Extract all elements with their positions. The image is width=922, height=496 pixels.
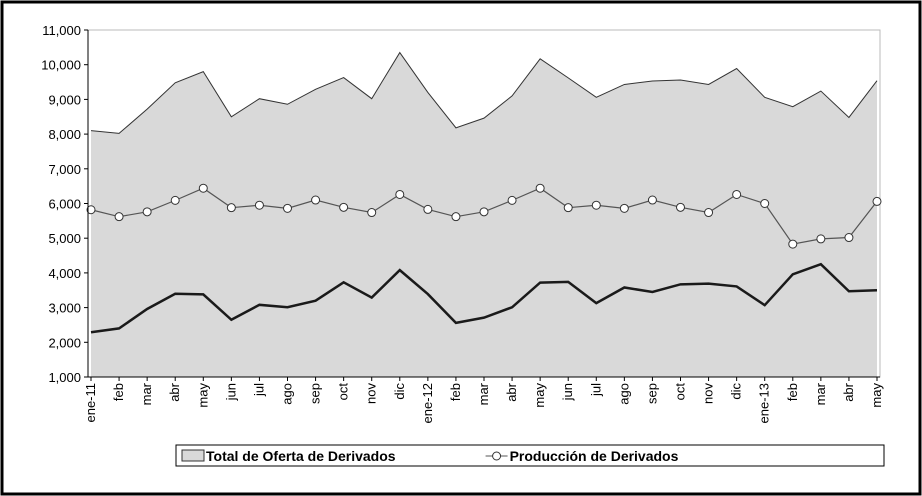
legend-label: Producción de Derivados: [510, 448, 679, 464]
point: [563, 203, 573, 213]
x-tick-label: nov: [364, 383, 379, 404]
x-tick-label: oct: [673, 383, 688, 401]
x-tick-label: may: [532, 383, 547, 408]
x-tick-label: ene-12: [420, 383, 435, 423]
point: [142, 207, 152, 217]
x-tick-label: jun: [223, 383, 238, 401]
x-tick-label: ene-13: [757, 383, 772, 423]
y-tick-label: 2,000: [48, 335, 81, 350]
y-tick-label: 8,000: [48, 127, 81, 142]
line: [90, 262, 878, 334]
x-tick-label: sep: [308, 383, 323, 404]
x-tick-label: may: [869, 383, 884, 408]
point: [170, 195, 180, 205]
point: [423, 204, 433, 214]
point: [507, 195, 517, 205]
point: [367, 208, 377, 218]
x-tick-label: ago: [616, 383, 631, 405]
point: [339, 202, 349, 212]
x-tick-label: jun: [560, 383, 575, 401]
point: [311, 195, 321, 205]
point: [732, 189, 742, 199]
y-tick-label: 7,000: [48, 162, 81, 177]
point: [676, 202, 685, 212]
point: [86, 205, 96, 215]
point: [198, 183, 208, 193]
x-tick-label: feb: [111, 383, 126, 401]
point: [619, 203, 629, 213]
legend-label: Total de Oferta de Derivados: [206, 448, 396, 464]
x-tick-label: abr: [841, 382, 856, 401]
x-tick-label: dic: [392, 383, 407, 400]
x-tick-label: oct: [336, 383, 351, 401]
x-tick-label: abr: [167, 382, 182, 401]
y-tick-label: 10,000: [41, 58, 81, 73]
point: [704, 208, 714, 218]
point: [591, 200, 601, 210]
point: [226, 203, 236, 213]
x-tick-label: mar: [139, 382, 154, 405]
point: [760, 199, 770, 208]
x-tick-label: jul: [251, 383, 266, 397]
x-tick-label: may: [195, 383, 210, 408]
x-tick-label: mar: [476, 382, 491, 405]
point: [647, 195, 657, 205]
x-tick-label: ene-11: [83, 383, 98, 423]
point: [816, 234, 826, 244]
x-tick-label: jul: [588, 383, 603, 397]
x-tick-label: sep: [644, 383, 659, 404]
x-tick-label: feb: [448, 383, 463, 401]
y-tick-label: 5,000: [48, 231, 81, 246]
x-tick-label: dic: [729, 383, 744, 400]
y-tick-label: 11,000: [42, 23, 81, 38]
y-tick-label: 9,000: [48, 92, 81, 107]
point: [254, 200, 264, 210]
x-tick-label: nov: [701, 383, 716, 404]
point: [788, 239, 798, 249]
point: [844, 233, 854, 243]
point: [395, 189, 405, 199]
y-tick-label: 1,000: [48, 370, 81, 385]
point: [479, 207, 489, 217]
area-outline: [90, 51, 878, 134]
x-tick-label: feb: [785, 383, 800, 401]
point: [872, 196, 882, 206]
point: [114, 212, 124, 222]
legend-box: [175, 444, 885, 467]
x-tick-label: abr: [504, 382, 519, 401]
point: [451, 212, 461, 222]
y-tick-label: 6,000: [48, 197, 81, 212]
point: [535, 183, 545, 193]
y-tick-label: 4,000: [48, 266, 81, 281]
y-tick-label: 3,000: [48, 301, 81, 316]
legend-swatch: [181, 449, 205, 462]
legend-marker: [492, 451, 502, 461]
x-tick-label: ago: [280, 383, 295, 405]
x-tick-label: mar: [813, 382, 828, 405]
point: [283, 203, 292, 213]
